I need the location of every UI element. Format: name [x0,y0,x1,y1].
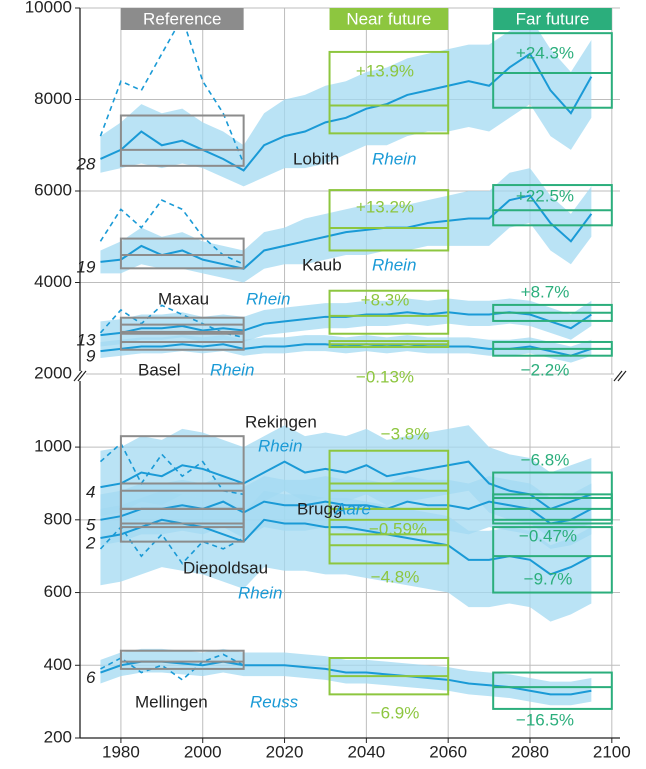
y-tick-label: 200 [44,727,72,746]
change-label: −6.9% [371,703,420,722]
change-label: −2.2% [521,360,570,379]
change-label: +13.9% [356,61,414,80]
period-box [492,184,613,227]
x-tick-label: 2020 [266,742,304,761]
change-label: +8.7% [521,282,570,301]
change-label: +22.5% [516,186,574,205]
labels: +13.9% +24.3% 28 Lobith Rhein +13.2% +22.5% 19 K… [76,43,575,386]
y-tick-label: 10000 [25,0,72,16]
model-count: 5 [86,515,96,534]
change-label: −4.8% [371,567,420,586]
river-name: Rhein [372,149,416,168]
panel: 200 400 600 800 1000 1980 2000 2020 2040 2060 2080… [34,378,631,761]
line [100,500,592,525]
x-tick-label: 2100 [593,742,631,761]
model-count: 6 [86,668,96,687]
period-label: Far future [516,9,590,28]
period-label: Reference [143,9,221,28]
period-box [119,114,245,167]
change-label: −3.8% [381,424,430,443]
y-tick-label: 8000 [34,89,72,108]
y-tick-label: 4000 [34,272,72,291]
model-count: 19 [77,257,96,276]
model-count: 4 [86,483,95,502]
period-box [328,489,450,536]
observed-line [99,15,245,164]
y-tick-label: 400 [44,655,72,674]
x-tick-label: 1980 [102,742,140,761]
change-label: −0.47% [519,526,577,545]
y-tick-label: 1000 [34,437,72,456]
change-label: −9.7% [524,569,573,588]
period-box [492,32,613,109]
y-tick-label: 800 [44,509,72,528]
river-name: Rhein [246,289,290,308]
change-label: −0.13% [356,367,414,386]
labels: −3.8% −6.8% 4 Rekingen Rhein −0.59% −0.47% 5 Bru… [85,412,577,729]
change-label: +8.3% [361,290,410,309]
panel: 2000 4000 6000 8000 10000 +13.9% +24.3% 28 Lobit… [25,0,620,386]
y-tick-label: 600 [44,582,72,601]
period-box [328,518,450,565]
station-name: Mellingen [135,692,208,711]
station-name: Brugg [297,499,342,518]
station-name: Diepoldsau [183,558,268,577]
period-box [328,189,450,252]
river-name: Rhein [372,255,416,274]
period-tab [329,8,449,30]
river-name: Reuss [250,692,299,711]
change-label: −0.59% [369,519,427,538]
observed-line [99,442,244,496]
river-name: Rhein [238,583,282,602]
period-box [328,50,450,135]
line [100,52,593,172]
model-count: 2 [85,533,96,552]
period-box [119,649,245,670]
observed-line [100,653,245,681]
change-label: +13.2% [356,197,414,216]
station-name: Rekingen [245,412,317,431]
period-tab [493,8,612,30]
y-tick-label: 2000 [34,363,72,382]
model-count: 9 [86,347,96,366]
period-label: Near future [346,9,431,28]
river-name: Aare [334,499,371,518]
x-tick-label: 2060 [429,742,467,761]
observed-line [99,199,244,265]
x-tick-label: 2040 [347,742,385,761]
station-name: Kaub [302,255,342,274]
river-name: Rhein [258,436,302,455]
station-name: Basel [138,360,181,379]
river-name: Rhein [210,360,254,379]
y-tick-label: 6000 [34,180,72,199]
axis-break [73,370,627,382]
station-name: Maxau [158,289,209,308]
boxes [119,435,613,710]
model-count: 28 [76,154,96,173]
period-box [492,671,613,710]
period-box [119,237,245,270]
model-count: 13 [77,331,96,350]
period-tab [120,8,244,30]
period-box [328,289,450,335]
x-tick-label: 2000 [184,742,222,761]
period-box [119,507,245,543]
change-label: −16.5% [516,710,574,729]
change-label: +24.3% [516,43,574,62]
band [100,168,592,283]
station-name: Lobith [293,149,339,168]
line [100,460,592,511]
change-label: −6.8% [521,450,570,469]
boxes [119,32,613,357]
line [100,194,593,270]
period-box [492,526,613,594]
x-tick-label: 2080 [511,742,549,761]
band [100,17,592,187]
